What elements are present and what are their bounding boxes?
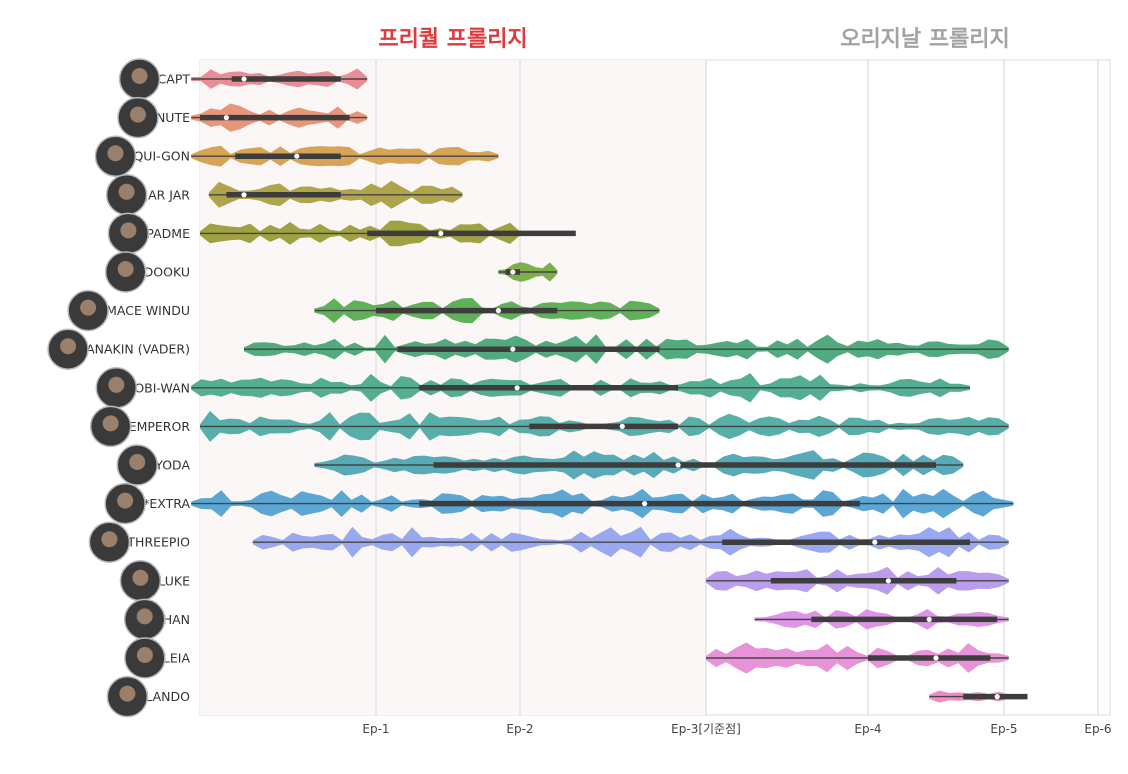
character-label: EMPEROR bbox=[129, 419, 191, 434]
avatar-face bbox=[129, 454, 146, 470]
character-label: PADME bbox=[146, 226, 190, 241]
character-label: NUTE bbox=[156, 110, 190, 125]
character-label: DOOKU bbox=[144, 265, 190, 280]
avatar-face bbox=[118, 183, 135, 200]
median-point bbox=[933, 655, 939, 661]
avatar-face bbox=[129, 106, 146, 123]
avatar-face bbox=[80, 299, 97, 316]
character-label: LEIA bbox=[163, 651, 191, 666]
avatar-face bbox=[131, 68, 148, 84]
avatar-face bbox=[117, 261, 134, 277]
avatar-face bbox=[107, 145, 124, 162]
avatar-face bbox=[136, 608, 153, 625]
median-point bbox=[241, 76, 247, 82]
avatar-face bbox=[108, 376, 125, 393]
median-point bbox=[510, 269, 516, 275]
avatar-face bbox=[117, 492, 134, 509]
prequel-header: 프리퀄 프롤리지 bbox=[378, 27, 527, 52]
median-point bbox=[241, 192, 247, 198]
x-tick-label: Ep-3[기준점] bbox=[671, 722, 741, 736]
median-point bbox=[510, 346, 516, 352]
character-label: CAPT bbox=[158, 72, 191, 87]
median-point bbox=[495, 308, 501, 314]
character-label: HAN bbox=[163, 612, 190, 627]
avatar-face bbox=[102, 415, 119, 432]
avatar-face bbox=[132, 569, 149, 586]
character-label: OBI-WAN bbox=[134, 380, 190, 395]
median-point bbox=[294, 153, 300, 159]
median-point bbox=[926, 616, 932, 623]
violins bbox=[191, 68, 1028, 703]
median-point bbox=[642, 501, 648, 507]
x-tick-label: Ep-1 bbox=[362, 722, 389, 736]
character-label: QUI-GON bbox=[133, 149, 190, 164]
character-label: JAR JAR bbox=[144, 187, 191, 202]
median-point bbox=[223, 115, 229, 121]
avatar-face bbox=[120, 222, 137, 239]
character-label: ANAKIN (VADER) bbox=[86, 342, 190, 357]
avatar-face bbox=[119, 685, 136, 702]
character-label: LUKE bbox=[158, 573, 190, 588]
avatar-face bbox=[136, 647, 153, 663]
median-point bbox=[675, 462, 681, 468]
character-label: LANDO bbox=[145, 689, 190, 704]
median-point bbox=[514, 385, 520, 391]
character-label: YODA bbox=[154, 458, 190, 473]
x-axis: Ep-1 Ep-2 Ep-3[기준점] Ep-4 Ep-5 Ep-6 bbox=[362, 722, 1111, 736]
x-tick-label: Ep-4 bbox=[854, 722, 881, 736]
median-point bbox=[994, 694, 1000, 700]
x-tick-label: Ep-2 bbox=[506, 722, 533, 736]
avatar-face bbox=[101, 531, 118, 548]
median-point bbox=[885, 578, 892, 584]
median-point bbox=[619, 423, 625, 429]
original-header: 오리지날 프롤리지 bbox=[840, 27, 1010, 52]
median-point bbox=[872, 539, 878, 545]
character-labels: CAPT NUTE QUI-GON JAR JAR PADME DOOKU MACE WIN… bbox=[47, 58, 191, 718]
x-tick-label: Ep-5 bbox=[990, 722, 1017, 736]
avatar-face bbox=[60, 338, 77, 355]
x-tick-label: Ep-6 bbox=[1084, 722, 1111, 736]
character-label: THREEPIO bbox=[126, 535, 190, 550]
character-label: *EXTRA bbox=[143, 496, 190, 511]
median-point bbox=[438, 230, 444, 236]
character-label: MACE WINDU bbox=[106, 303, 190, 318]
